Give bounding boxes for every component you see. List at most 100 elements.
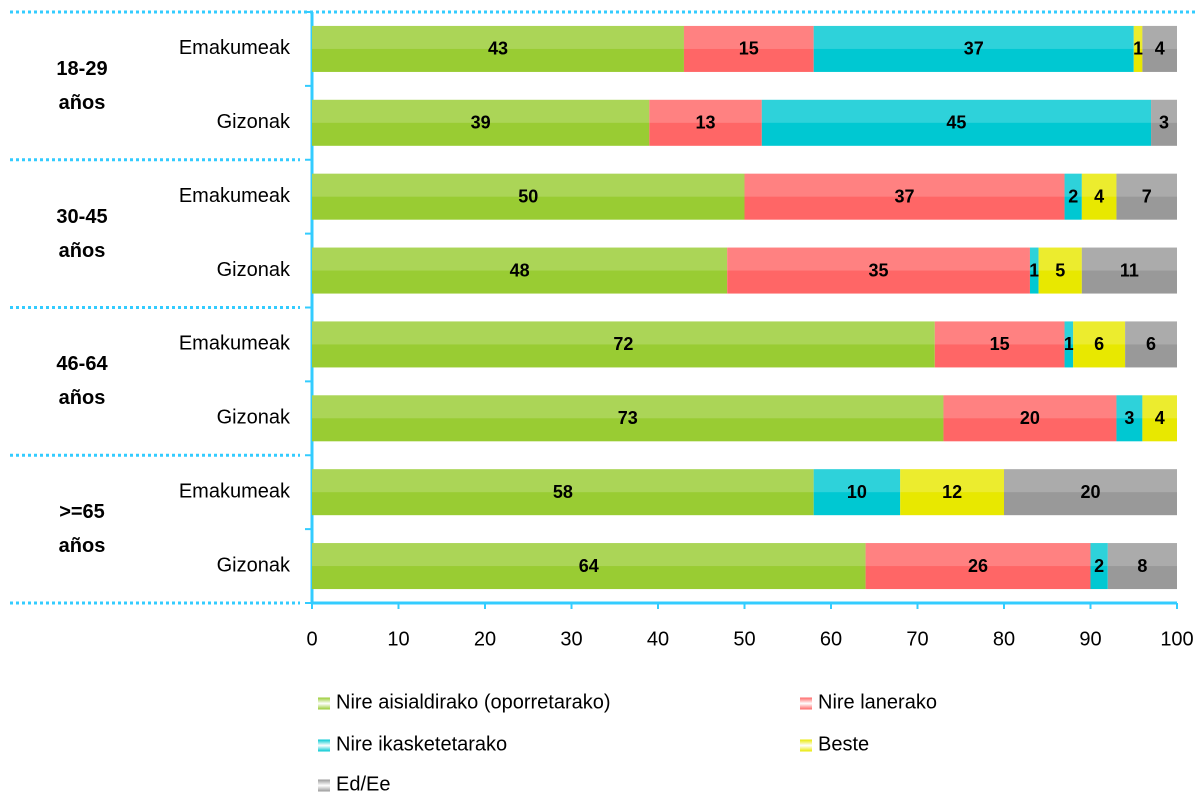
value-label: 73 (618, 408, 638, 428)
value-label: 43 (488, 39, 508, 59)
value-label: 3 (1159, 113, 1169, 133)
bar-segment (649, 99, 762, 146)
value-label: 4 (1155, 39, 1165, 59)
value-label: 1 (1029, 260, 1039, 280)
group-label: 18-29 años (56, 57, 108, 114)
value-label: 3 (1124, 408, 1134, 428)
x-tick-label: 60 (820, 628, 842, 650)
x-tick-label: 70 (906, 628, 928, 650)
bar-segment (1142, 25, 1177, 72)
value-label: 7 (1142, 186, 1152, 206)
value-label: 45 (946, 113, 966, 133)
bar-segment (312, 25, 684, 72)
bar-segment (813, 25, 1134, 72)
group-label: 46-64 años (56, 353, 108, 410)
bar-shine (1107, 543, 1177, 567)
group-label: >=65 años (58, 501, 106, 558)
value-label: 1 (1064, 334, 1074, 354)
bar-segment (1125, 321, 1177, 368)
bar-shine (943, 395, 1117, 419)
value-label: 6 (1094, 334, 1104, 354)
value-label: 8 (1137, 556, 1147, 576)
bar-shine (1081, 173, 1117, 197)
bar-segment (865, 543, 1091, 590)
category-label: Emakumeak (179, 333, 291, 355)
legend-label: Nire lanerako (818, 691, 937, 714)
bar-segment (943, 395, 1117, 442)
value-label: 12 (942, 482, 962, 502)
legend-label: Beste (818, 733, 870, 756)
value-label: 64 (579, 556, 599, 576)
value-label: 10 (847, 482, 867, 502)
category-label: Gizonak (217, 554, 291, 576)
bar-segment (683, 25, 814, 72)
x-tick-label: 90 (1079, 628, 1101, 650)
bar-shine (312, 99, 650, 123)
value-label: 6 (1146, 334, 1156, 354)
value-label: 5 (1055, 260, 1065, 280)
bar-shine (865, 543, 1091, 567)
value-label: 4 (1094, 186, 1104, 206)
category-label: Gizonak (217, 407, 291, 429)
bar-shine (683, 25, 814, 49)
bar-shine (934, 321, 1065, 345)
bar-shine (727, 247, 1030, 271)
bar-shine (312, 25, 684, 49)
value-label: 15 (739, 39, 759, 59)
value-label: 2 (1094, 556, 1104, 576)
legend-item: Ed/Ee (318, 774, 390, 796)
category-label: Gizonak (217, 111, 291, 133)
bar-segment (900, 469, 1004, 516)
bar-shine (1064, 321, 1074, 345)
bar-segment (934, 321, 1065, 368)
value-label: 15 (990, 334, 1010, 354)
bar-shine (312, 173, 745, 197)
bar-shine (1142, 395, 1177, 419)
bar-segment (312, 173, 745, 220)
value-label: 11 (1120, 260, 1139, 280)
legend-item: Nire lanerako (800, 692, 937, 715)
bar-segment (312, 247, 728, 294)
bar-segment (312, 321, 935, 368)
bar-segment (1064, 321, 1074, 368)
bar-segment (813, 469, 901, 516)
legend-swatch (318, 697, 330, 709)
bar-segment (1081, 247, 1177, 294)
legend-item: Nire aisialdirako (oporretarako) (318, 692, 611, 715)
category-label: Emakumeak (179, 185, 291, 207)
bar-shine (312, 247, 728, 271)
bar-segment (1133, 25, 1143, 72)
bar-shine (312, 321, 935, 345)
category-label: Gizonak (217, 259, 291, 281)
bar-segment (1038, 247, 1082, 294)
value-label: 13 (696, 113, 716, 133)
bar-shine (761, 99, 1152, 123)
legend-item: Nire ikasketetarako (318, 734, 507, 757)
bar-shine (1116, 173, 1177, 197)
bar-shine (813, 25, 1134, 49)
legend-swatch (318, 739, 330, 751)
bar-shine (649, 99, 762, 123)
bar-segment (1116, 173, 1177, 220)
x-tick-label: 100 (1160, 628, 1193, 650)
bar-segment (1107, 543, 1177, 590)
bar-shine (1125, 321, 1177, 345)
bar-shine (1142, 25, 1177, 49)
legend-label: Nire ikasketetarako (336, 733, 508, 756)
category-label: Emakumeak (179, 37, 291, 59)
legend-label: Nire aisialdirako (oporretarako) (336, 691, 611, 714)
bar-segment (727, 247, 1030, 294)
legend-item: Beste (800, 734, 869, 757)
value-label: 37 (895, 186, 915, 206)
value-label: 20 (1080, 482, 1100, 502)
bar-segment (1090, 543, 1108, 590)
bar-segment (1116, 395, 1143, 442)
bar-shine (1064, 173, 1082, 197)
value-label: 35 (869, 260, 889, 280)
bar-shine (1029, 247, 1039, 271)
value-label: 72 (613, 334, 633, 354)
bar-shine (1081, 247, 1177, 271)
value-label: 2 (1068, 186, 1078, 206)
